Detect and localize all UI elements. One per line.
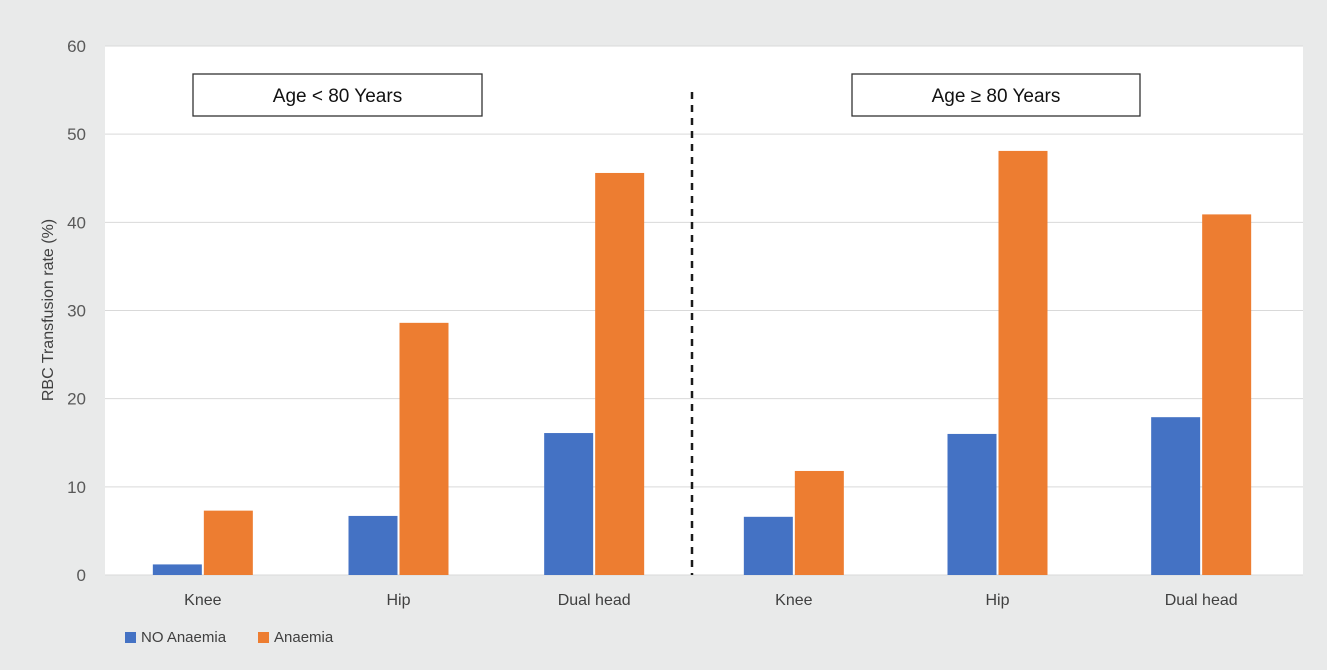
bar-over80-dual-head-anaemia — [1202, 214, 1252, 576]
legend-label-anaemia: Anaemia — [274, 629, 334, 646]
y-tick-label-60: 60 — [67, 37, 86, 56]
group-title-right: Age ≥ 80 Years — [932, 86, 1061, 107]
x-category-label-knee: Knee — [184, 592, 221, 609]
legend-label-no-anaemia: NO Anaemia — [141, 629, 227, 646]
x-category-label-hip: Hip — [985, 592, 1009, 609]
y-tick-label-10: 10 — [67, 478, 86, 497]
x-category-label-hip: Hip — [386, 592, 410, 609]
legend-swatch-no-anaemia — [125, 632, 136, 643]
group-title-left: Age < 80 Years — [273, 86, 402, 107]
bar-under80-dual-head-no-anaemia — [544, 433, 594, 575]
y-axis-label: RBC Transfusion rate (%) — [40, 219, 57, 401]
y-tick-label-30: 30 — [67, 302, 86, 321]
y-tick-label-50: 50 — [67, 125, 86, 144]
x-category-label-dual-head: Dual head — [1165, 592, 1238, 609]
bar-over80-knee-anaemia — [794, 470, 844, 575]
bar-under80-hip-no-anaemia — [348, 515, 398, 575]
bar-over80-hip-no-anaemia — [947, 433, 997, 575]
bar-under80-dual-head-anaemia — [595, 172, 645, 575]
legend-swatch-anaemia — [258, 632, 269, 643]
y-tick-label-40: 40 — [67, 213, 86, 232]
bar-under80-knee-anaemia — [203, 510, 253, 575]
y-tick-label-0: 0 — [77, 566, 86, 585]
y-tick-label-20: 20 — [67, 390, 86, 409]
x-category-label-dual-head: Dual head — [558, 592, 631, 609]
chart-frame: 0 10 20 30 40 50 60 Knee Hip Dual head Knee Hip Dua… — [8, 8, 1327, 670]
bar-over80-dual-head-no-anaemia — [1151, 417, 1201, 575]
bar-over80-hip-anaemia — [998, 150, 1048, 575]
bar-over80-knee-no-anaemia — [743, 516, 793, 575]
x-category-label-knee: Knee — [775, 592, 812, 609]
bar-under80-knee-no-anaemia — [152, 564, 202, 575]
bars — [152, 150, 1252, 576]
x-axis-categories: Knee Hip Dual head Knee Hip Dual head — [184, 592, 1237, 609]
y-axis-ticks: 0 10 20 30 40 50 60 — [67, 37, 86, 585]
gridlines — [105, 45, 1303, 576]
legend: NO Anaemia Anaemia — [125, 629, 334, 646]
bar-chart: 0 10 20 30 40 50 60 Knee Hip Dual head Knee Hip Dua… — [8, 8, 1327, 670]
group-title-box-right: Age ≥ 80 Years — [851, 73, 1141, 117]
group-title-box-left: Age < 80 Years — [192, 73, 483, 117]
bar-under80-hip-anaemia — [399, 322, 449, 575]
